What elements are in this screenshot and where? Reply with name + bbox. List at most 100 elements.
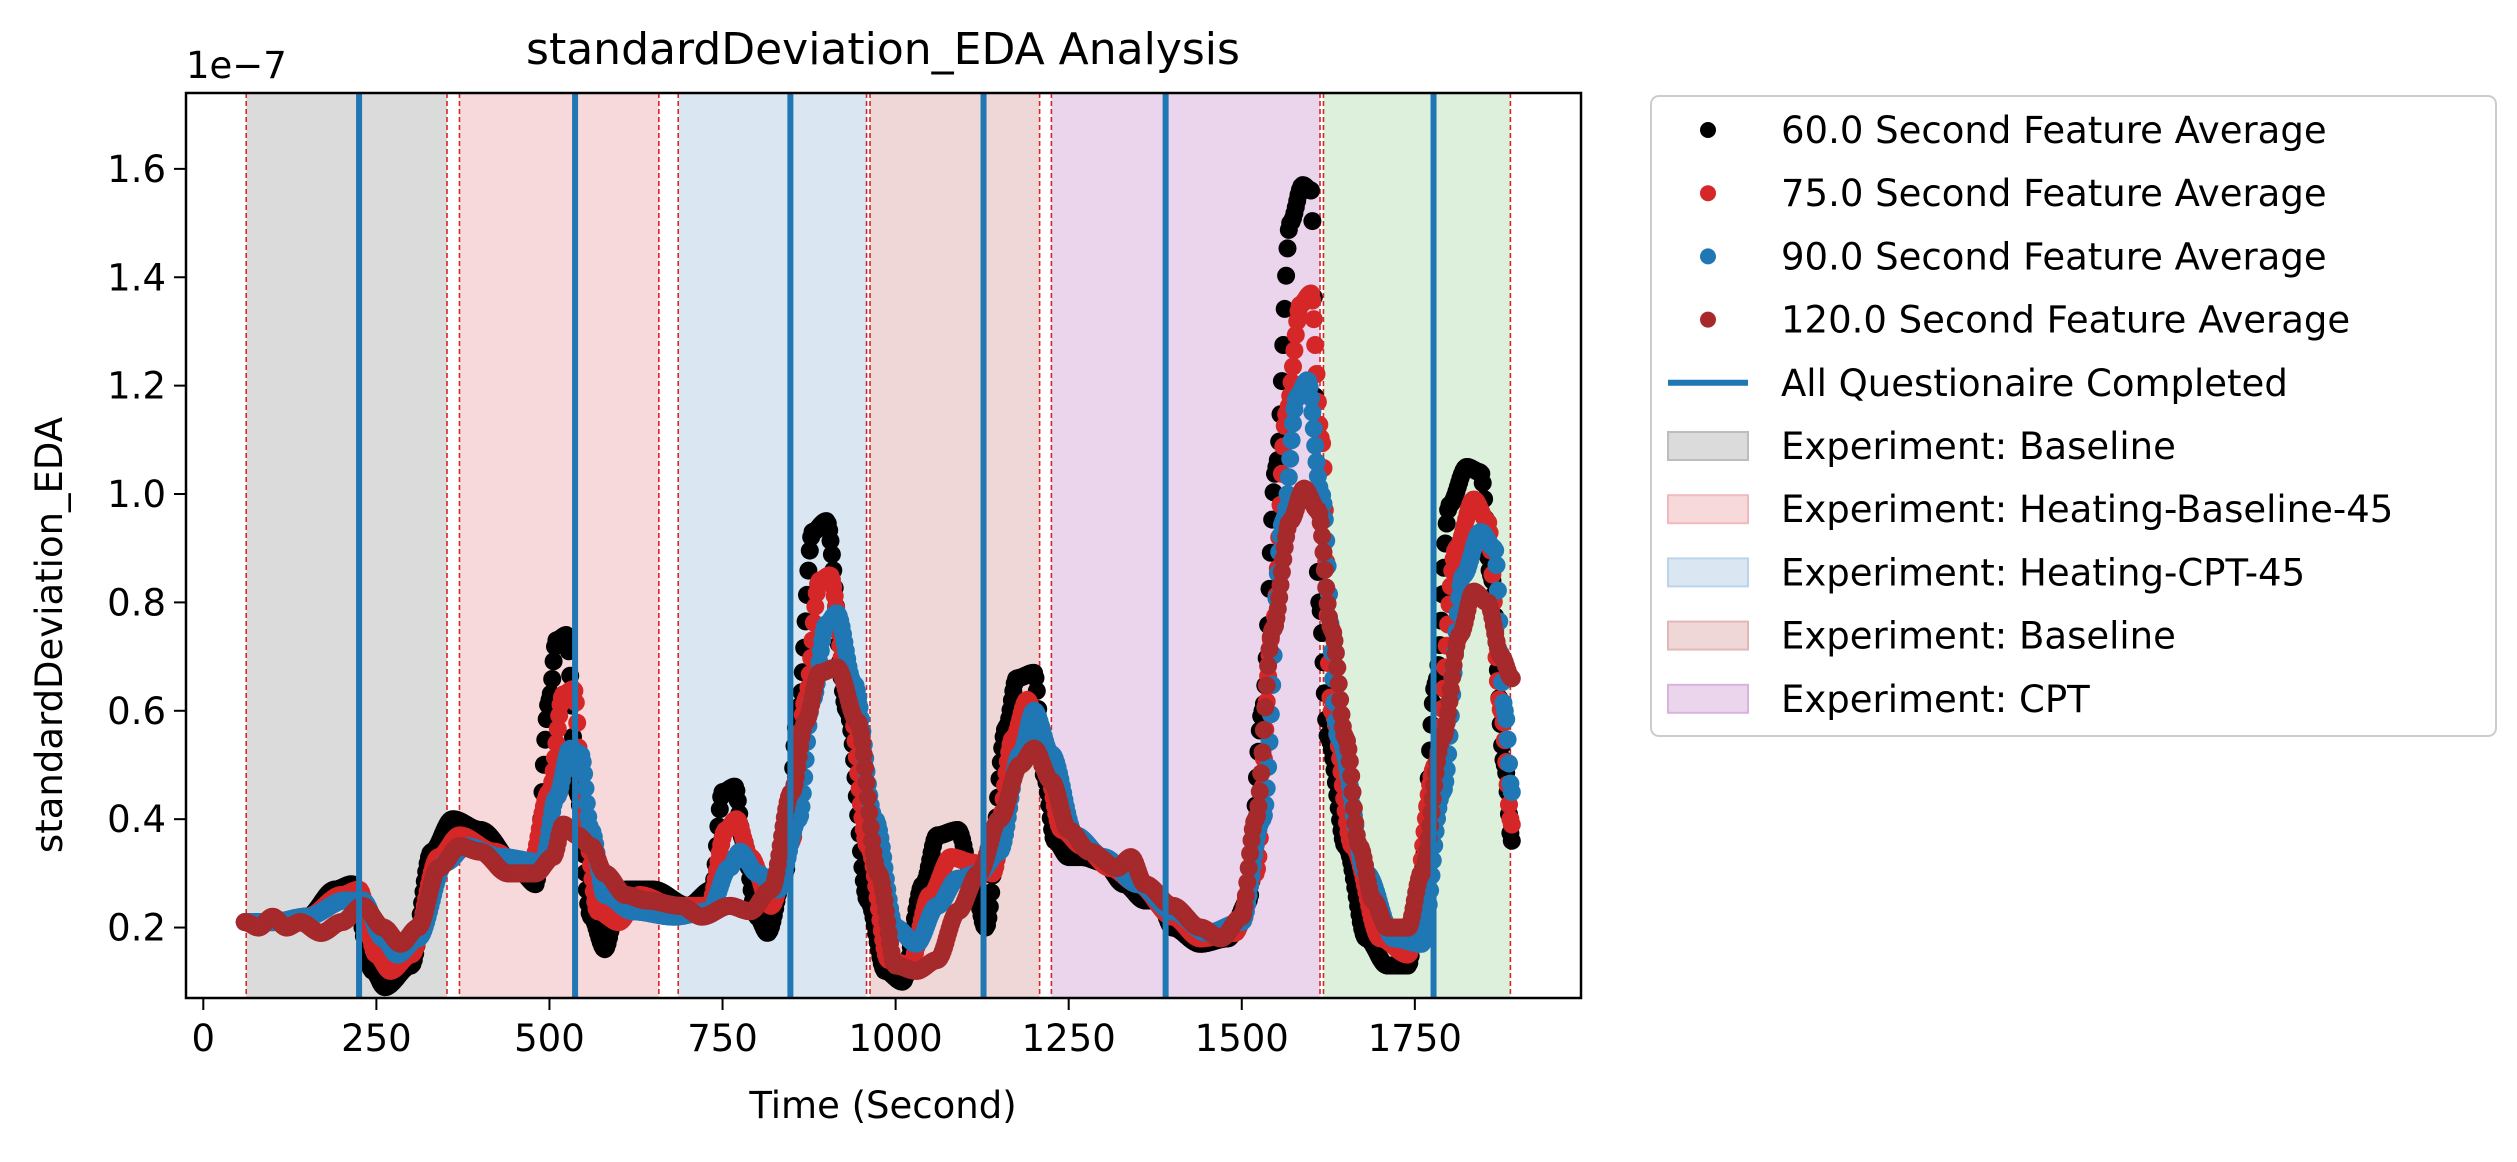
legend-marker-patch	[1667, 494, 1749, 525]
series-4-point	[1342, 767, 1361, 785]
series-1-point	[1026, 668, 1045, 687]
series-3-point	[1282, 431, 1301, 450]
series-3-point	[1502, 783, 1521, 802]
series-2-point	[1285, 341, 1304, 360]
series-4-point	[856, 758, 875, 777]
legend-label: 120.0 Second Feature Average	[1781, 299, 2350, 342]
series-1-point	[800, 541, 819, 560]
legend-marker-dot	[1700, 185, 1716, 202]
series-1-point	[1502, 831, 1521, 850]
series-4-point	[1329, 674, 1348, 693]
series-4-point	[1250, 782, 1269, 801]
x-tick-label: 1750	[1368, 1017, 1462, 1060]
series-4-point	[1502, 669, 1521, 688]
legend-label: Experiment: Heating-Baseline-45	[1781, 488, 2393, 531]
y-axis-offset-label: 1e−7	[186, 44, 287, 87]
series-3-point	[576, 779, 595, 798]
series-1-point	[1437, 514, 1456, 533]
series-4-point	[857, 773, 876, 792]
series-1-point	[1473, 474, 1492, 492]
series-4-point	[1252, 764, 1271, 783]
legend-label: 90.0 Second Feature Average	[1781, 235, 2327, 278]
series-3-point	[1498, 730, 1517, 749]
series-4-point	[1344, 799, 1363, 818]
series-4-point	[1317, 578, 1336, 597]
legend-marker-patch	[1667, 557, 1749, 588]
y-tick-label: 0.8	[107, 581, 166, 624]
series-4-point	[1314, 543, 1333, 562]
x-tick-label: 500	[514, 1017, 585, 1060]
series-2-point	[1306, 336, 1325, 354]
region-1	[246, 93, 447, 998]
y-tick-label: 1.0	[107, 473, 166, 516]
y-tick-label: 1.2	[107, 365, 166, 408]
series-4-point	[861, 818, 880, 837]
x-tick-label: 1500	[1195, 1017, 1289, 1060]
series-2-point	[1303, 291, 1322, 310]
series-4-point	[1313, 527, 1332, 545]
series-3-point	[1307, 453, 1326, 471]
series-4-point	[1241, 844, 1260, 863]
series-4-point	[1253, 743, 1272, 762]
series-4-point	[1328, 658, 1347, 677]
series-1-point	[1278, 239, 1297, 258]
series-4-point	[858, 788, 877, 807]
series-4-point	[1236, 886, 1255, 905]
legend-marker-dot	[1700, 122, 1716, 138]
legend-label: Experiment: CPT	[1781, 678, 2090, 721]
series-4-point	[1315, 560, 1334, 579]
series-1-point	[1302, 181, 1320, 200]
series-2-point	[1502, 815, 1521, 834]
series-3-point	[1302, 389, 1320, 407]
series-1-point	[1277, 266, 1296, 285]
series-3-point	[1281, 449, 1300, 468]
x-axis-ticks: 0 250 500 750 1000 1250 1500 1750	[192, 998, 1462, 1060]
series-4	[235, 479, 1521, 980]
y-tick-label: 1.6	[107, 148, 166, 191]
series-3-point	[577, 794, 596, 813]
legend-label: Experiment: Baseline	[1781, 615, 2176, 658]
series-3-point	[1303, 403, 1322, 422]
series-4-point	[1318, 594, 1337, 613]
legend-box	[1650, 95, 2497, 737]
series-3-point	[1487, 556, 1506, 575]
legend-label: All Questionaire Completed	[1781, 362, 2288, 405]
series-2-point	[806, 597, 825, 616]
legend-label: Experiment: Heating-CPT-45	[1781, 551, 2305, 594]
data-series	[235, 176, 1521, 997]
series-3-point	[1500, 754, 1518, 773]
x-axis-label: Time (Second)	[748, 1084, 1016, 1127]
series-4-point	[1238, 873, 1257, 892]
y-tick-label: 0.4	[107, 798, 166, 841]
plot-frame	[184, 91, 1583, 1000]
series-3-point	[1306, 436, 1325, 455]
series-4-point	[1256, 698, 1275, 717]
series-4-point	[854, 745, 873, 764]
chart-title: standardDeviation_EDA Analysis	[526, 24, 1240, 75]
legend-marker-dot	[1700, 311, 1716, 328]
legend-label: 60.0 Second Feature Average	[1781, 109, 2327, 152]
series-1-point	[1303, 212, 1322, 231]
series-4-point	[1311, 513, 1330, 532]
y-axis-label: standardDeviation_EDA	[28, 417, 71, 853]
series-4-point	[1331, 690, 1350, 709]
series-2-point	[1284, 357, 1302, 376]
legend-label: 75.0 Second Feature Average	[1781, 172, 2327, 215]
series-3-point	[1304, 419, 1323, 438]
series-1-point	[982, 883, 1001, 902]
series-4-point	[1343, 783, 1362, 802]
y-tick-label: 0.2	[107, 907, 166, 950]
series-3-point	[1488, 581, 1507, 600]
series-1-point	[821, 531, 840, 550]
legend-marker-patch	[1667, 431, 1749, 461]
series-2-point	[1304, 310, 1323, 329]
series-3-point	[1284, 414, 1302, 433]
series-4-point	[1254, 721, 1273, 739]
series-4-point	[1239, 858, 1258, 877]
series-3-point	[575, 764, 594, 783]
series-2-point	[1286, 325, 1305, 344]
x-tick-label: 250	[341, 1017, 412, 1060]
series-4-point	[1326, 643, 1345, 662]
y-tick-label: 0.6	[107, 690, 166, 733]
